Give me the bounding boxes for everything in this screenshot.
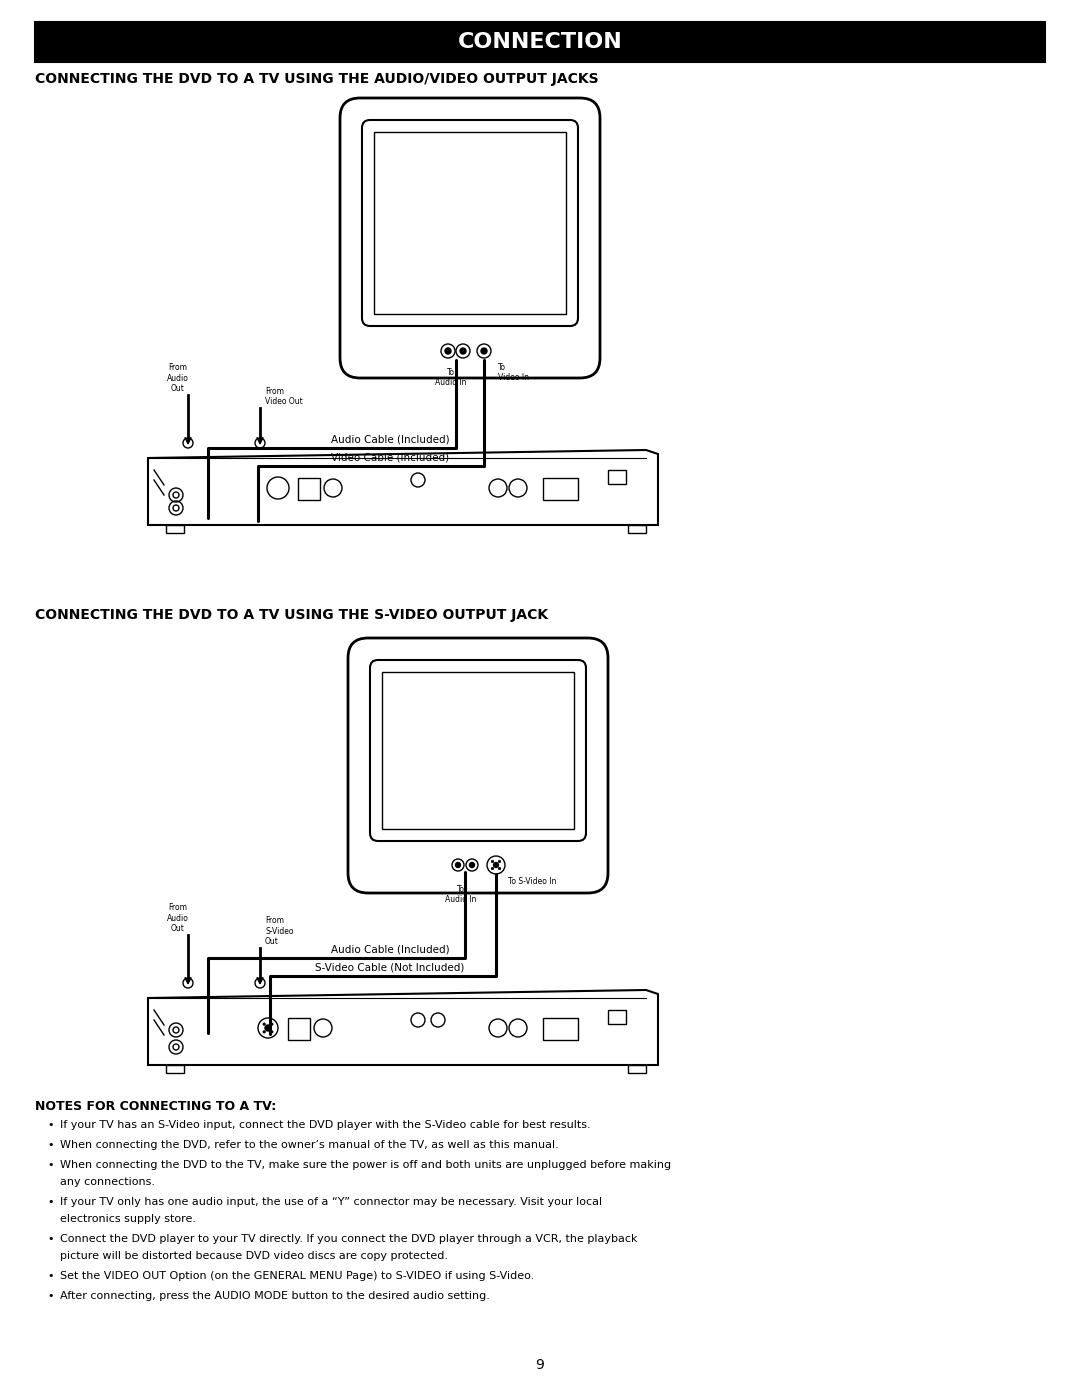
Text: When connecting the DVD, refer to the owner’s manual of the TV, as well as this : When connecting the DVD, refer to the ow… xyxy=(60,1140,558,1150)
Text: •: • xyxy=(48,1120,54,1130)
Text: picture will be distorted because DVD video discs are copy protected.: picture will be distorted because DVD vi… xyxy=(60,1250,448,1261)
Text: •: • xyxy=(48,1291,54,1301)
Text: CONNECTING THE DVD TO A TV USING THE S-VIDEO OUTPUT JACK: CONNECTING THE DVD TO A TV USING THE S-V… xyxy=(35,608,549,622)
Circle shape xyxy=(470,862,474,868)
Text: To
Audio In: To Audio In xyxy=(445,886,476,904)
Bar xyxy=(166,1065,184,1073)
Circle shape xyxy=(271,1031,273,1034)
Bar xyxy=(166,525,184,534)
Circle shape xyxy=(456,862,460,868)
Text: If your TV only has one audio input, the use of a “Y” connector may be necessary: If your TV only has one audio input, the… xyxy=(60,1197,603,1207)
Text: Video Cable (Included): Video Cable (Included) xyxy=(330,453,449,462)
Text: After connecting, press the AUDIO MODE button to the desired audio setting.: After connecting, press the AUDIO MODE b… xyxy=(60,1291,490,1301)
Text: •: • xyxy=(48,1160,54,1171)
Circle shape xyxy=(491,868,494,870)
Text: Audio Cable (Included): Audio Cable (Included) xyxy=(330,434,449,444)
Circle shape xyxy=(491,861,494,863)
Text: CONNECTING THE DVD TO A TV USING THE AUDIO/VIDEO OUTPUT JACKS: CONNECTING THE DVD TO A TV USING THE AUD… xyxy=(35,73,598,87)
Text: NOTES FOR CONNECTING TO A TV:: NOTES FOR CONNECTING TO A TV: xyxy=(35,1099,276,1113)
Text: •: • xyxy=(48,1140,54,1150)
Text: •: • xyxy=(48,1197,54,1207)
Bar xyxy=(298,478,320,500)
Bar xyxy=(627,525,646,534)
Text: 9: 9 xyxy=(536,1358,544,1372)
Bar xyxy=(543,478,578,500)
Text: If your TV has an S-Video input, connect the DVD player with the S-Video cable f: If your TV has an S-Video input, connect… xyxy=(60,1120,591,1130)
Bar xyxy=(374,131,566,314)
Circle shape xyxy=(494,862,499,868)
Text: •: • xyxy=(48,1271,54,1281)
Circle shape xyxy=(460,348,465,353)
Bar xyxy=(382,672,573,828)
Text: To S-Video In: To S-Video In xyxy=(508,877,556,886)
Circle shape xyxy=(498,868,501,870)
Text: •: • xyxy=(48,1234,54,1243)
Text: S-Video Cable (Not Included): S-Video Cable (Not Included) xyxy=(315,963,464,972)
Text: CONNECTION: CONNECTION xyxy=(458,32,622,52)
Text: To
Video In: To Video In xyxy=(498,363,529,383)
Text: When connecting the DVD to the TV, make sure the power is off and both units are: When connecting the DVD to the TV, make … xyxy=(60,1160,671,1171)
Circle shape xyxy=(262,1031,266,1034)
Text: any connections.: any connections. xyxy=(60,1178,156,1187)
Text: Connect the DVD player to your TV directly. If you connect the DVD player throug: Connect the DVD player to your TV direct… xyxy=(60,1234,637,1243)
Text: Set the VIDEO OUT Option (on the GENERAL MENU Page) to S-VIDEO if using S-Video.: Set the VIDEO OUT Option (on the GENERAL… xyxy=(60,1271,535,1281)
Circle shape xyxy=(265,1025,271,1031)
Circle shape xyxy=(262,1023,266,1025)
Bar xyxy=(608,469,626,483)
Text: To
Audio In: To Audio In xyxy=(435,367,467,387)
Bar xyxy=(608,1010,626,1024)
Text: From
Video Out: From Video Out xyxy=(265,387,302,407)
Bar xyxy=(543,1018,578,1039)
Bar xyxy=(35,22,1045,61)
Text: From
Audio
Out: From Audio Out xyxy=(167,363,189,393)
Text: From
S-Video
Out: From S-Video Out xyxy=(265,916,294,946)
Circle shape xyxy=(445,348,451,353)
Circle shape xyxy=(481,348,487,353)
Bar xyxy=(627,1065,646,1073)
Text: electronics supply store.: electronics supply store. xyxy=(60,1214,195,1224)
Bar xyxy=(288,1018,310,1039)
Text: Audio Cable (Included): Audio Cable (Included) xyxy=(330,944,449,954)
Circle shape xyxy=(271,1023,273,1025)
Text: From
Audio
Out: From Audio Out xyxy=(167,904,189,933)
Circle shape xyxy=(498,861,501,863)
